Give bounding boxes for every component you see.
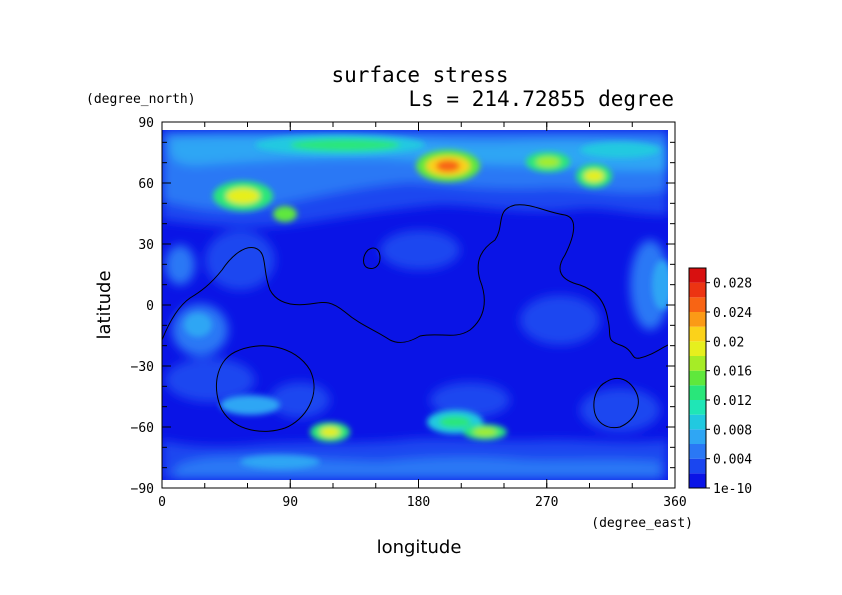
- colorbar-band: [689, 400, 706, 415]
- colorbar-band: [689, 370, 706, 386]
- y-tick-label: 0: [146, 299, 154, 314]
- colorbar-band: [689, 312, 706, 327]
- hotspot-270-70-core: [536, 157, 560, 167]
- x-tick-label: 90: [282, 495, 298, 510]
- hotspot-305-64-core: [584, 170, 604, 182]
- colorbar-tick-label: 0.016: [713, 365, 752, 380]
- colorbar-tick-label: 0.02: [713, 335, 744, 350]
- mid-blob-7: [270, 382, 330, 418]
- y-tick-labels: −90 −60 −30 0 30 60 90: [131, 116, 154, 497]
- x-tick-labels: 0 90 180 270 360: [158, 495, 687, 510]
- x-tick-label: 270: [535, 495, 558, 510]
- y-tick-label: 60: [138, 177, 154, 192]
- colorbar-tick-label: 1e-10: [713, 482, 752, 497]
- west-mid-blob: [184, 313, 212, 337]
- colorbar-band: [689, 444, 706, 459]
- y-tick-label: −30: [131, 360, 154, 375]
- colorbar-tick-labels: 1e-10 0.004 0.008 0.012 0.016 0.02 0.024 0.028: [713, 277, 752, 497]
- chart-subtitle: Ls = 214.72855 degree: [408, 87, 674, 111]
- colorbar-tick-label: 0.004: [713, 453, 752, 468]
- colorbar-band: [689, 356, 706, 371]
- colorbar-band: [689, 326, 706, 342]
- colorbar-band: [689, 341, 706, 356]
- y-tick-label: 30: [138, 238, 154, 253]
- topography-contours: [162, 204, 668, 432]
- mid-blob-6: [520, 295, 600, 345]
- y-tick-label: −90: [131, 482, 154, 497]
- x-tick-label: 0: [158, 495, 166, 510]
- contour-main: [162, 204, 668, 359]
- colorbar-band: [689, 414, 706, 430]
- axis-ticks: [161, 121, 676, 489]
- colorbar-tick-label: 0.012: [713, 394, 752, 409]
- hotspot-55-53-core: [226, 188, 260, 204]
- colorbar-band: [689, 429, 706, 444]
- heatmap-field: [162, 130, 668, 480]
- hotspot-200-58-core: [439, 416, 471, 428]
- east-edge-blob: [652, 260, 668, 310]
- colorbar-band: [689, 385, 706, 400]
- y-tick-label: −60: [131, 421, 154, 436]
- north-east-band: [580, 142, 660, 158]
- hotspot-120-63-core: [320, 427, 340, 437]
- x-units-label: (degree_east): [591, 516, 693, 531]
- colorbar-tick-label: 0.024: [713, 306, 752, 321]
- north-ridge-core: [290, 139, 400, 151]
- colorbar-band: [689, 297, 706, 312]
- colorbar-band: [689, 282, 706, 298]
- contour-west-crater: [215, 345, 315, 432]
- mid-blob-8: [430, 382, 510, 418]
- contour-blobs-high: [184, 135, 668, 469]
- mid-blob-2: [165, 358, 255, 402]
- x-tick-label: 180: [407, 495, 430, 510]
- colorbar-band: [689, 458, 706, 474]
- colorbar: [688, 267, 710, 489]
- hotspot-88-43: [273, 206, 297, 222]
- y-units-label: (degree_north): [86, 92, 196, 107]
- mid-blob-5: [380, 230, 460, 270]
- south-west-blob: [220, 395, 280, 415]
- y-axis-label: latitude: [94, 270, 115, 339]
- y-tick-label: 90: [138, 116, 154, 131]
- colorbar-tick-label: 0.028: [713, 277, 752, 292]
- x-tick-label: 360: [663, 495, 686, 510]
- colorbar-band: [689, 268, 706, 283]
- hotspot-195-69-core: [436, 160, 460, 172]
- contour-east-crater: [593, 377, 639, 429]
- mid-blob-3: [205, 230, 275, 290]
- mid-blob-9: [580, 388, 660, 432]
- contour-small-island: [363, 247, 381, 269]
- south-band-blob: [240, 455, 320, 469]
- colorbar-tick-label: 0.008: [713, 423, 752, 438]
- x-axis-label: longitude: [377, 537, 462, 558]
- mid-blob-10: [165, 245, 195, 285]
- colorbar-band: [689, 473, 706, 488]
- hotspot-230-62-core: [473, 428, 497, 436]
- colorbar-frame: [688, 267, 707, 489]
- chart-title: surface stress: [331, 63, 508, 87]
